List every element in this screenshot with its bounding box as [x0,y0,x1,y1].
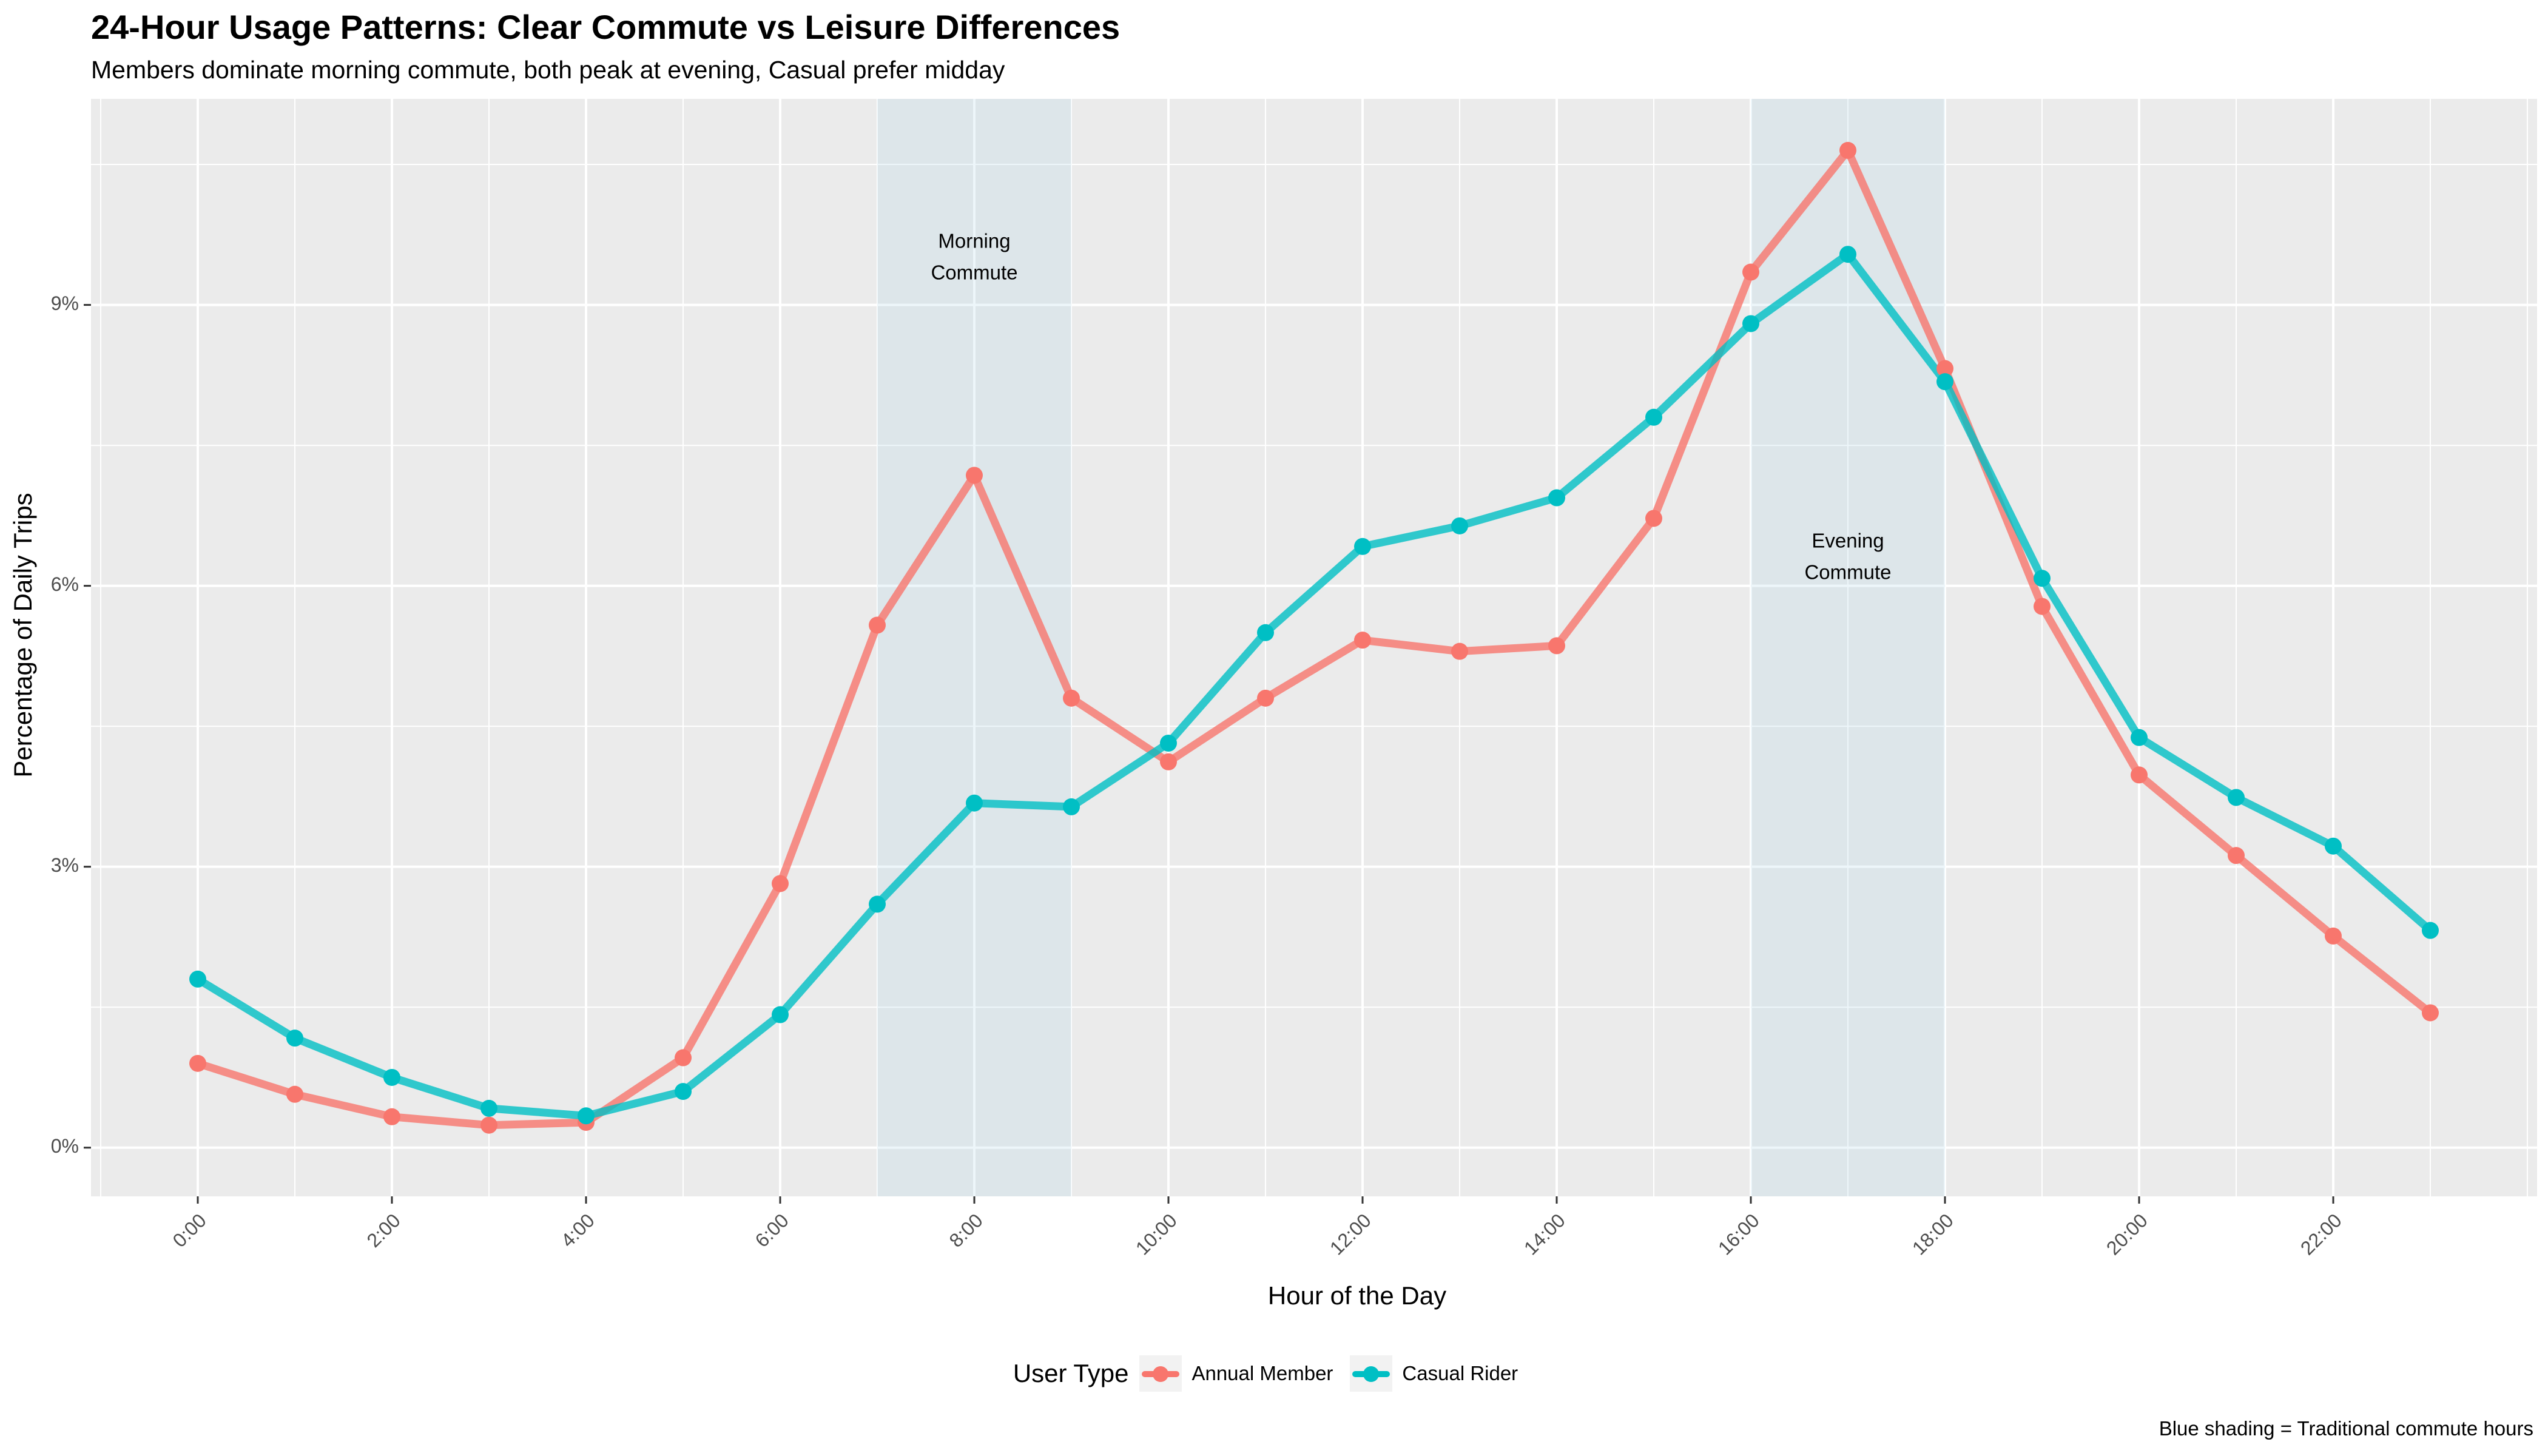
data-point-casual-rider [1936,373,1953,391]
series-points-annual-member [189,141,2439,1134]
legend: User Type Annual Member Casual Rider [0,1354,2548,1393]
commute-shading-morning [877,99,1071,1196]
legend-title: User Type [1013,1359,1129,1387]
chart-subtitle: Members dominate morning commute, both p… [91,56,1005,84]
chart-title: 24-Hour Usage Patterns: Clear Commute vs… [91,8,1121,46]
data-point-annual-member [1742,263,1759,281]
legend-label-annual-member: Annual Member [1191,1362,1333,1384]
data-point-annual-member [1936,360,1953,377]
data-point-annual-member [1839,141,1856,159]
data-point-casual-rider [1451,517,1468,534]
data-point-casual-rider [383,1068,400,1086]
data-point-casual-rider [2325,837,2342,855]
data-point-annual-member [383,1108,400,1125]
data-point-annual-member [189,1054,206,1072]
series-line-annual-member [194,146,2435,1130]
y-tick-label: 3% [51,854,79,876]
x-tick-label: 6:00 [750,1209,792,1251]
legend-key-annual-member [1139,1355,1182,1392]
x-tick-label: 0:00 [168,1209,210,1251]
chart-caption: Blue shading = Traditional commute hours [2159,1417,2533,1440]
data-point-annual-member [772,875,789,892]
x-tick-label: 16:00 [1714,1209,1764,1259]
commute-shading [877,99,1945,1196]
series-line-casual-rider [194,250,2435,1120]
data-point-annual-member [480,1116,497,1134]
data-point-annual-member [2034,598,2051,615]
x-tick-label: 4:00 [556,1209,598,1251]
data-point-casual-rider [1257,624,1274,641]
data-point-annual-member [2325,927,2342,945]
data-point-annual-member [2228,847,2245,864]
data-point-annual-member [1063,689,1080,707]
x-tick-label: 10:00 [1131,1209,1181,1259]
x-tick-label: 2:00 [362,1209,404,1251]
data-point-casual-rider [966,794,983,812]
legend-key-casual-rider [1350,1355,1393,1392]
data-point-casual-rider [189,970,206,988]
y-tick-label: 6% [51,573,79,595]
data-point-casual-rider [1160,734,1177,752]
data-point-annual-member [1160,753,1177,770]
data-point-annual-member [1548,637,1565,655]
annotation-morning-commute: Morning Commute [931,229,1017,283]
data-point-casual-rider [286,1030,303,1047]
data-point-annual-member [1451,642,1468,660]
y-tick-label: 9% [51,292,79,314]
data-point-casual-rider [1742,315,1759,332]
x-tick-label: 14:00 [1520,1209,1569,1259]
x-tick-label: 20:00 [2102,1209,2152,1259]
data-point-casual-rider [2034,570,2051,587]
data-point-annual-member [2131,766,2148,784]
legend-item-annual-member: Annual Member [1139,1355,1333,1392]
data-point-annual-member [966,467,983,484]
plot-panel [91,99,2537,1196]
data-point-casual-rider [1645,408,1662,426]
data-point-annual-member [675,1049,692,1067]
y-tick-label: 0% [51,1135,79,1157]
x-tick-label: 18:00 [1908,1209,1958,1259]
data-point-annual-member [869,616,886,634]
commute-shading-evening [1751,99,1945,1196]
data-point-casual-rider [578,1107,595,1125]
data-point-annual-member [1257,689,1274,707]
series-points-casual-rider [189,246,2439,1125]
data-point-casual-rider [772,1006,789,1023]
annotation-evening-commute: Evening Commute [1804,529,1891,583]
data-point-casual-rider [480,1099,497,1117]
data-point-casual-rider [2131,729,2148,746]
data-point-casual-rider [2228,789,2245,806]
data-point-casual-rider [1354,538,1371,555]
x-axis: 0:00 2:00 4:00 6:00 8:00 10:00 12:00 14:00 16:00… [168,1196,2346,1259]
y-axis: 0% 3% 6% 9% [51,292,91,1157]
x-tick-label: 8:00 [945,1209,986,1251]
legend-label-casual-rider: Casual Rider [1402,1362,1518,1384]
data-point-annual-member [2422,1004,2439,1022]
series-casual-rider [194,250,2435,1120]
data-point-casual-rider [2422,922,2439,939]
series-annual-member [194,146,2435,1130]
legend-item-casual-rider: Casual Rider [1350,1355,1518,1392]
data-point-casual-rider [675,1083,692,1100]
x-tick-label: 12:00 [1326,1209,1375,1259]
y-axis-title: Percentage of Daily Trips [8,493,37,777]
data-point-casual-rider [869,895,886,913]
data-point-casual-rider [1063,798,1080,815]
data-point-annual-member [1354,632,1371,649]
panel-background [91,99,2537,1196]
x-axis-title: Hour of the Day [1268,1281,1446,1310]
data-point-annual-member [1645,510,1662,527]
data-point-casual-rider [1839,246,1856,263]
shading-annotations: Morning Commute Evening Commute [931,229,1891,583]
data-series [189,141,2439,1134]
data-point-casual-rider [1548,489,1565,507]
x-tick-label: 22:00 [2296,1209,2346,1259]
data-point-annual-member [286,1085,303,1103]
